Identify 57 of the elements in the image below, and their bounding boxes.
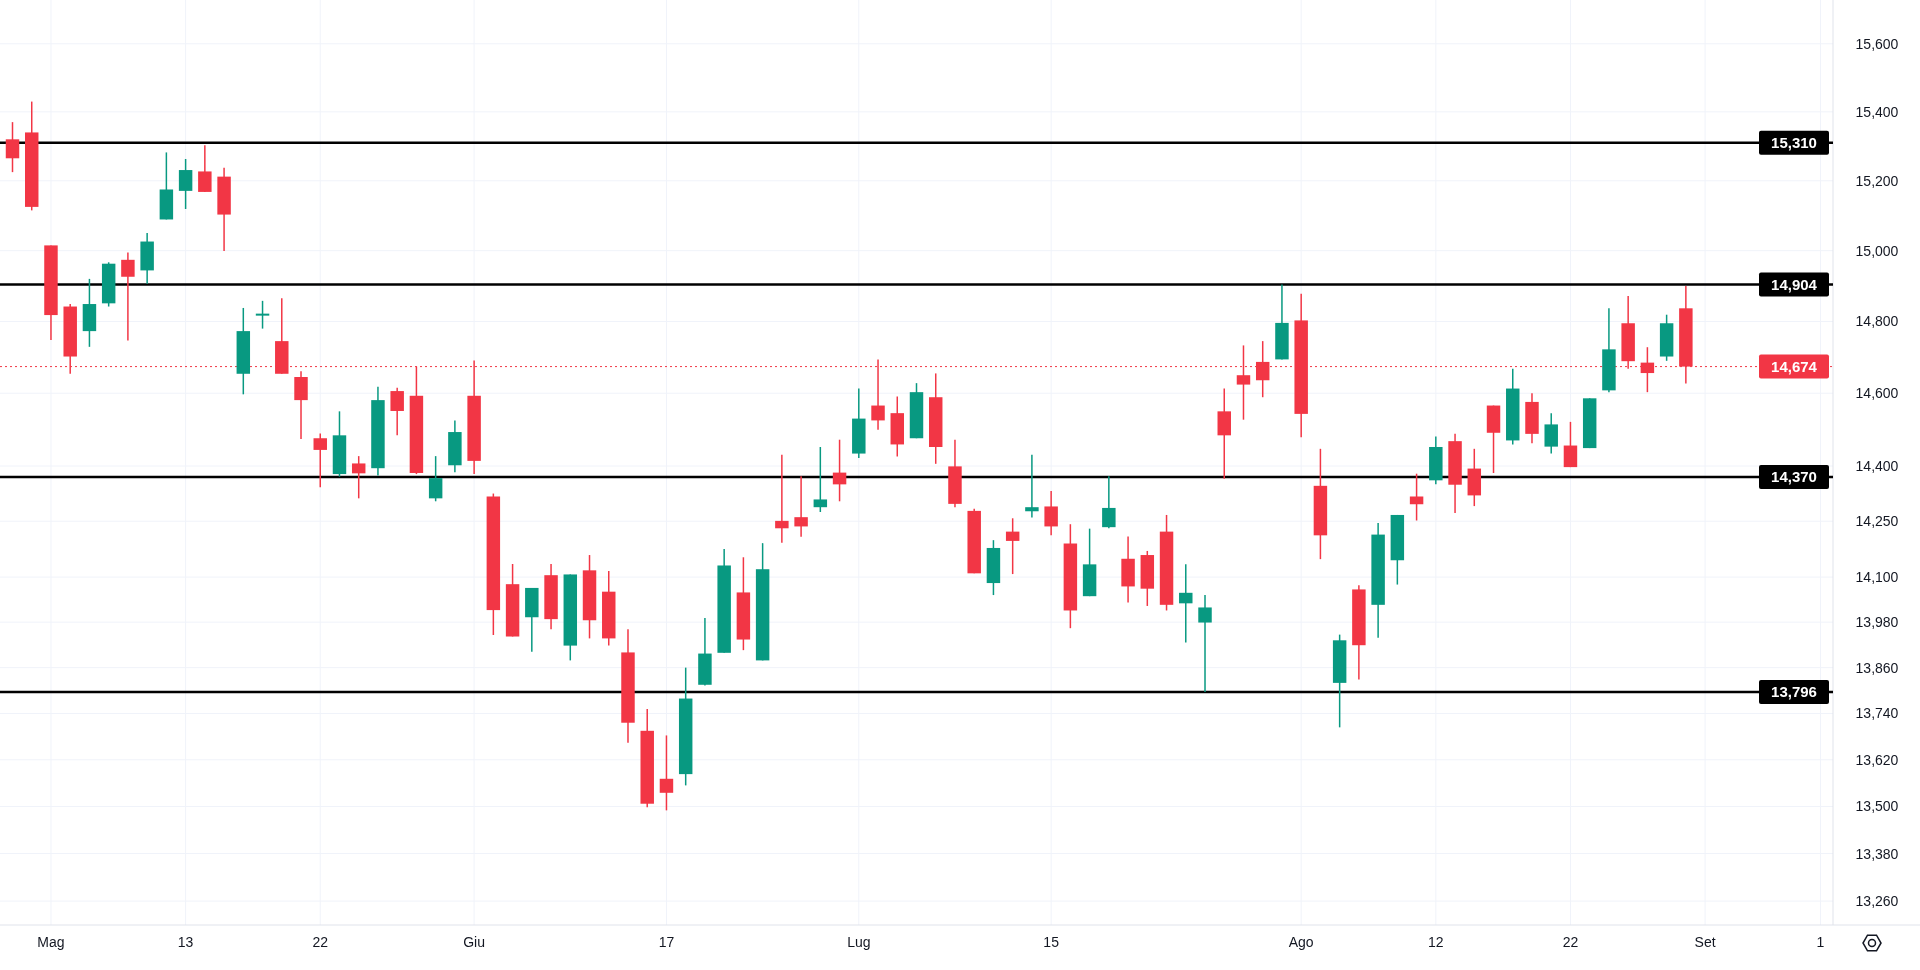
y-tick-label: 13,740 xyxy=(1855,705,1899,722)
y-tick-label: 13,380 xyxy=(1855,845,1899,862)
candlestick xyxy=(794,475,808,538)
candlestick xyxy=(1102,475,1116,530)
x-tick-label: Giu xyxy=(463,933,486,950)
y-tick-label: 15,000 xyxy=(1855,242,1899,259)
candlestick xyxy=(1025,453,1039,519)
y-tick-label: 14,250 xyxy=(1855,513,1899,530)
ref-line-label: 14,674 xyxy=(1771,357,1818,375)
candlestick xyxy=(390,387,404,437)
y-tick-label: 14,100 xyxy=(1855,569,1899,586)
ref-line-label: 13,796 xyxy=(1771,683,1817,701)
x-tick-label: 17 xyxy=(658,933,675,950)
candlestick xyxy=(659,734,674,812)
ref-line-label: 15,310 xyxy=(1771,133,1817,151)
candlestick xyxy=(255,300,270,330)
candlestick xyxy=(121,251,135,342)
candlestick xyxy=(198,144,212,193)
y-tick-label: 15,200 xyxy=(1855,172,1899,189)
candlestick xyxy=(1544,412,1558,455)
x-tick-label: 12 xyxy=(1428,933,1444,950)
candlestick xyxy=(1198,594,1212,693)
candlestick xyxy=(1563,421,1578,468)
y-tick-label: 15,400 xyxy=(1855,103,1899,120)
candlestick xyxy=(5,121,20,173)
y-tick-label: 14,400 xyxy=(1855,457,1899,474)
candlestick xyxy=(1217,387,1231,480)
y-tick-label: 14,600 xyxy=(1855,385,1899,402)
candlestick xyxy=(294,370,308,440)
x-tick-label: 15 xyxy=(1043,933,1060,950)
candlestick xyxy=(178,158,193,210)
candlestick xyxy=(813,446,828,513)
candlestick xyxy=(1005,517,1020,575)
candlestick xyxy=(428,455,443,503)
ref-line-label: 14,904 xyxy=(1771,275,1818,293)
y-tick-label: 13,620 xyxy=(1855,751,1899,768)
x-tick-label: Set xyxy=(1694,933,1716,950)
candlestick xyxy=(832,438,847,503)
y-tick-label: 14,800 xyxy=(1855,313,1899,330)
candlestick xyxy=(1044,490,1058,537)
x-tick-label: Ago xyxy=(1288,933,1314,950)
y-tick-label: 13,260 xyxy=(1855,893,1899,910)
ref-line-label: 14,370 xyxy=(1771,468,1817,486)
candlestick xyxy=(775,453,789,544)
x-tick-label: Mag xyxy=(37,933,65,950)
candlestick xyxy=(313,432,327,489)
candlestick xyxy=(1179,563,1193,644)
candlestick xyxy=(351,455,366,500)
x-tick-label: 1 xyxy=(1816,933,1825,950)
y-tick-label: 13,500 xyxy=(1855,798,1899,815)
y-tick-label: 13,980 xyxy=(1855,614,1899,631)
x-tick-label: Lug xyxy=(847,933,871,950)
x-tick-label: 22 xyxy=(1562,933,1579,950)
x-tick-label: 13 xyxy=(177,933,194,950)
y-tick-label: 13,860 xyxy=(1855,659,1899,676)
y-tick-label: 15,600 xyxy=(1855,35,1899,52)
x-tick-label: 22 xyxy=(312,933,329,950)
